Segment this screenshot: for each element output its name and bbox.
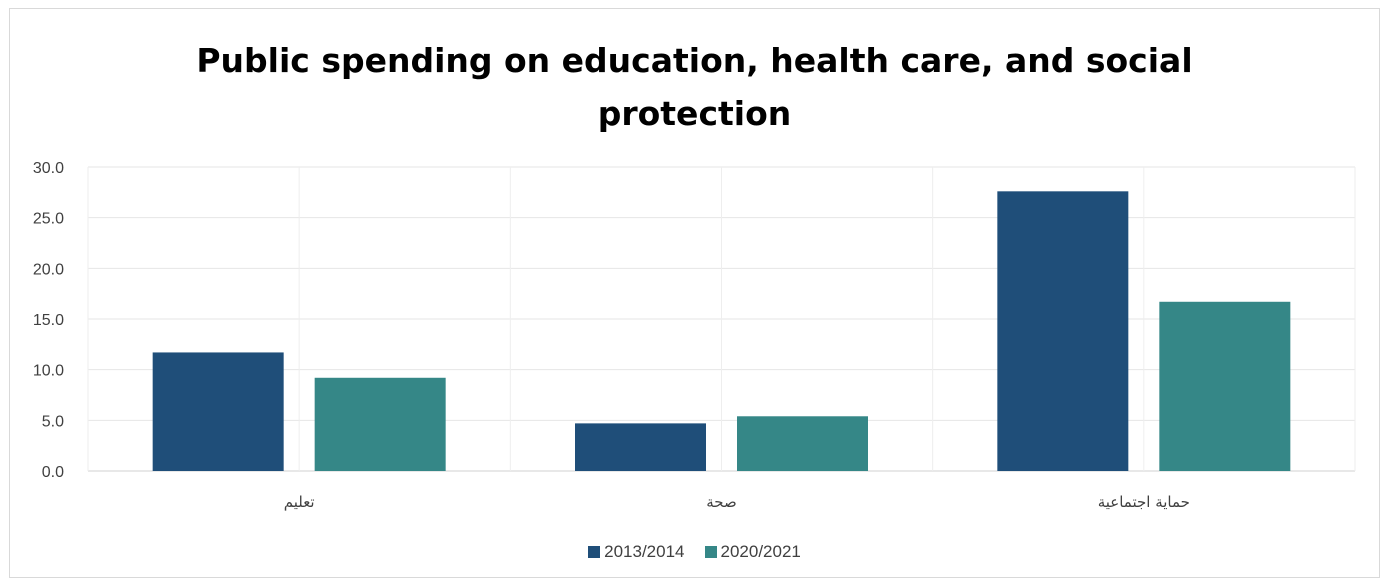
x-category-label: صحة xyxy=(706,493,736,511)
chart-frame xyxy=(9,8,1380,578)
y-tick-label: 25.0 xyxy=(33,211,64,228)
bar-2-1 xyxy=(314,377,446,471)
chart-title: Public spending on education, health car… xyxy=(0,0,1389,140)
y-tick-label: 15.0 xyxy=(33,312,64,329)
bar-2-2 xyxy=(737,416,868,471)
bar-2-3 xyxy=(1159,301,1291,471)
chart-legend: 2013/2014 2020/2021 xyxy=(0,542,1389,562)
y-tick-label: 20.0 xyxy=(33,261,64,278)
y-tick-label: 5.0 xyxy=(42,413,64,430)
y-tick-label: 10.0 xyxy=(33,363,64,380)
legend-swatch-series-2 xyxy=(704,546,717,558)
chart-title-line-2: protection xyxy=(597,94,792,133)
legend-label-series-1: 2013/2014 xyxy=(604,542,685,561)
bar-1-1 xyxy=(152,352,284,471)
legend-swatch-series-1 xyxy=(588,546,601,558)
x-category-label: حماية اجتماعية xyxy=(1098,493,1190,511)
legend-label-series-2: 2020/2021 xyxy=(720,542,801,561)
x-category-label: تعليم xyxy=(284,493,315,511)
bar-1-2 xyxy=(575,423,706,471)
legend-item-series-2: 2020/2021 xyxy=(704,542,801,562)
bar-1-3 xyxy=(997,191,1129,471)
legend-item-series-1: 2013/2014 xyxy=(588,542,685,562)
y-tick-label: 0.0 xyxy=(42,464,64,481)
y-tick-label: 30.0 xyxy=(33,160,64,177)
chart-title-line-1: Public spending on education, health car… xyxy=(196,41,1193,80)
